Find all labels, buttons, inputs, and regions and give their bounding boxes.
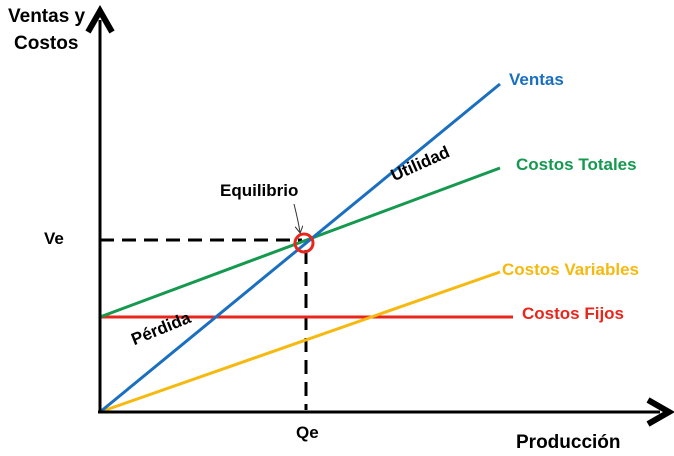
- equilibrio-pointer-arrow: [293, 203, 300, 232]
- costos-totales-line: [99, 166, 501, 319]
- qe-tick-label: Qe: [296, 423, 319, 442]
- costos-variables-line: [99, 270, 501, 414]
- legend-ventas: Ventas: [509, 70, 564, 89]
- x-axis-label: Producción: [516, 432, 621, 453]
- legend-costos-totales: Costos Totales: [516, 155, 637, 174]
- y-axis-label-line2: Costos: [14, 33, 79, 54]
- equilibrium-marker: [293, 232, 315, 254]
- y-axis-label-line1: Ventas y: [8, 6, 86, 27]
- legend-costos-variables: Costos Variables: [502, 260, 640, 279]
- equilibrio-label: Equilibrio: [220, 181, 299, 200]
- legend-costos-fijos: Costos Fijos: [522, 304, 625, 323]
- ve-tick-label: Ve: [44, 229, 64, 248]
- ventas-line: [99, 82, 501, 414]
